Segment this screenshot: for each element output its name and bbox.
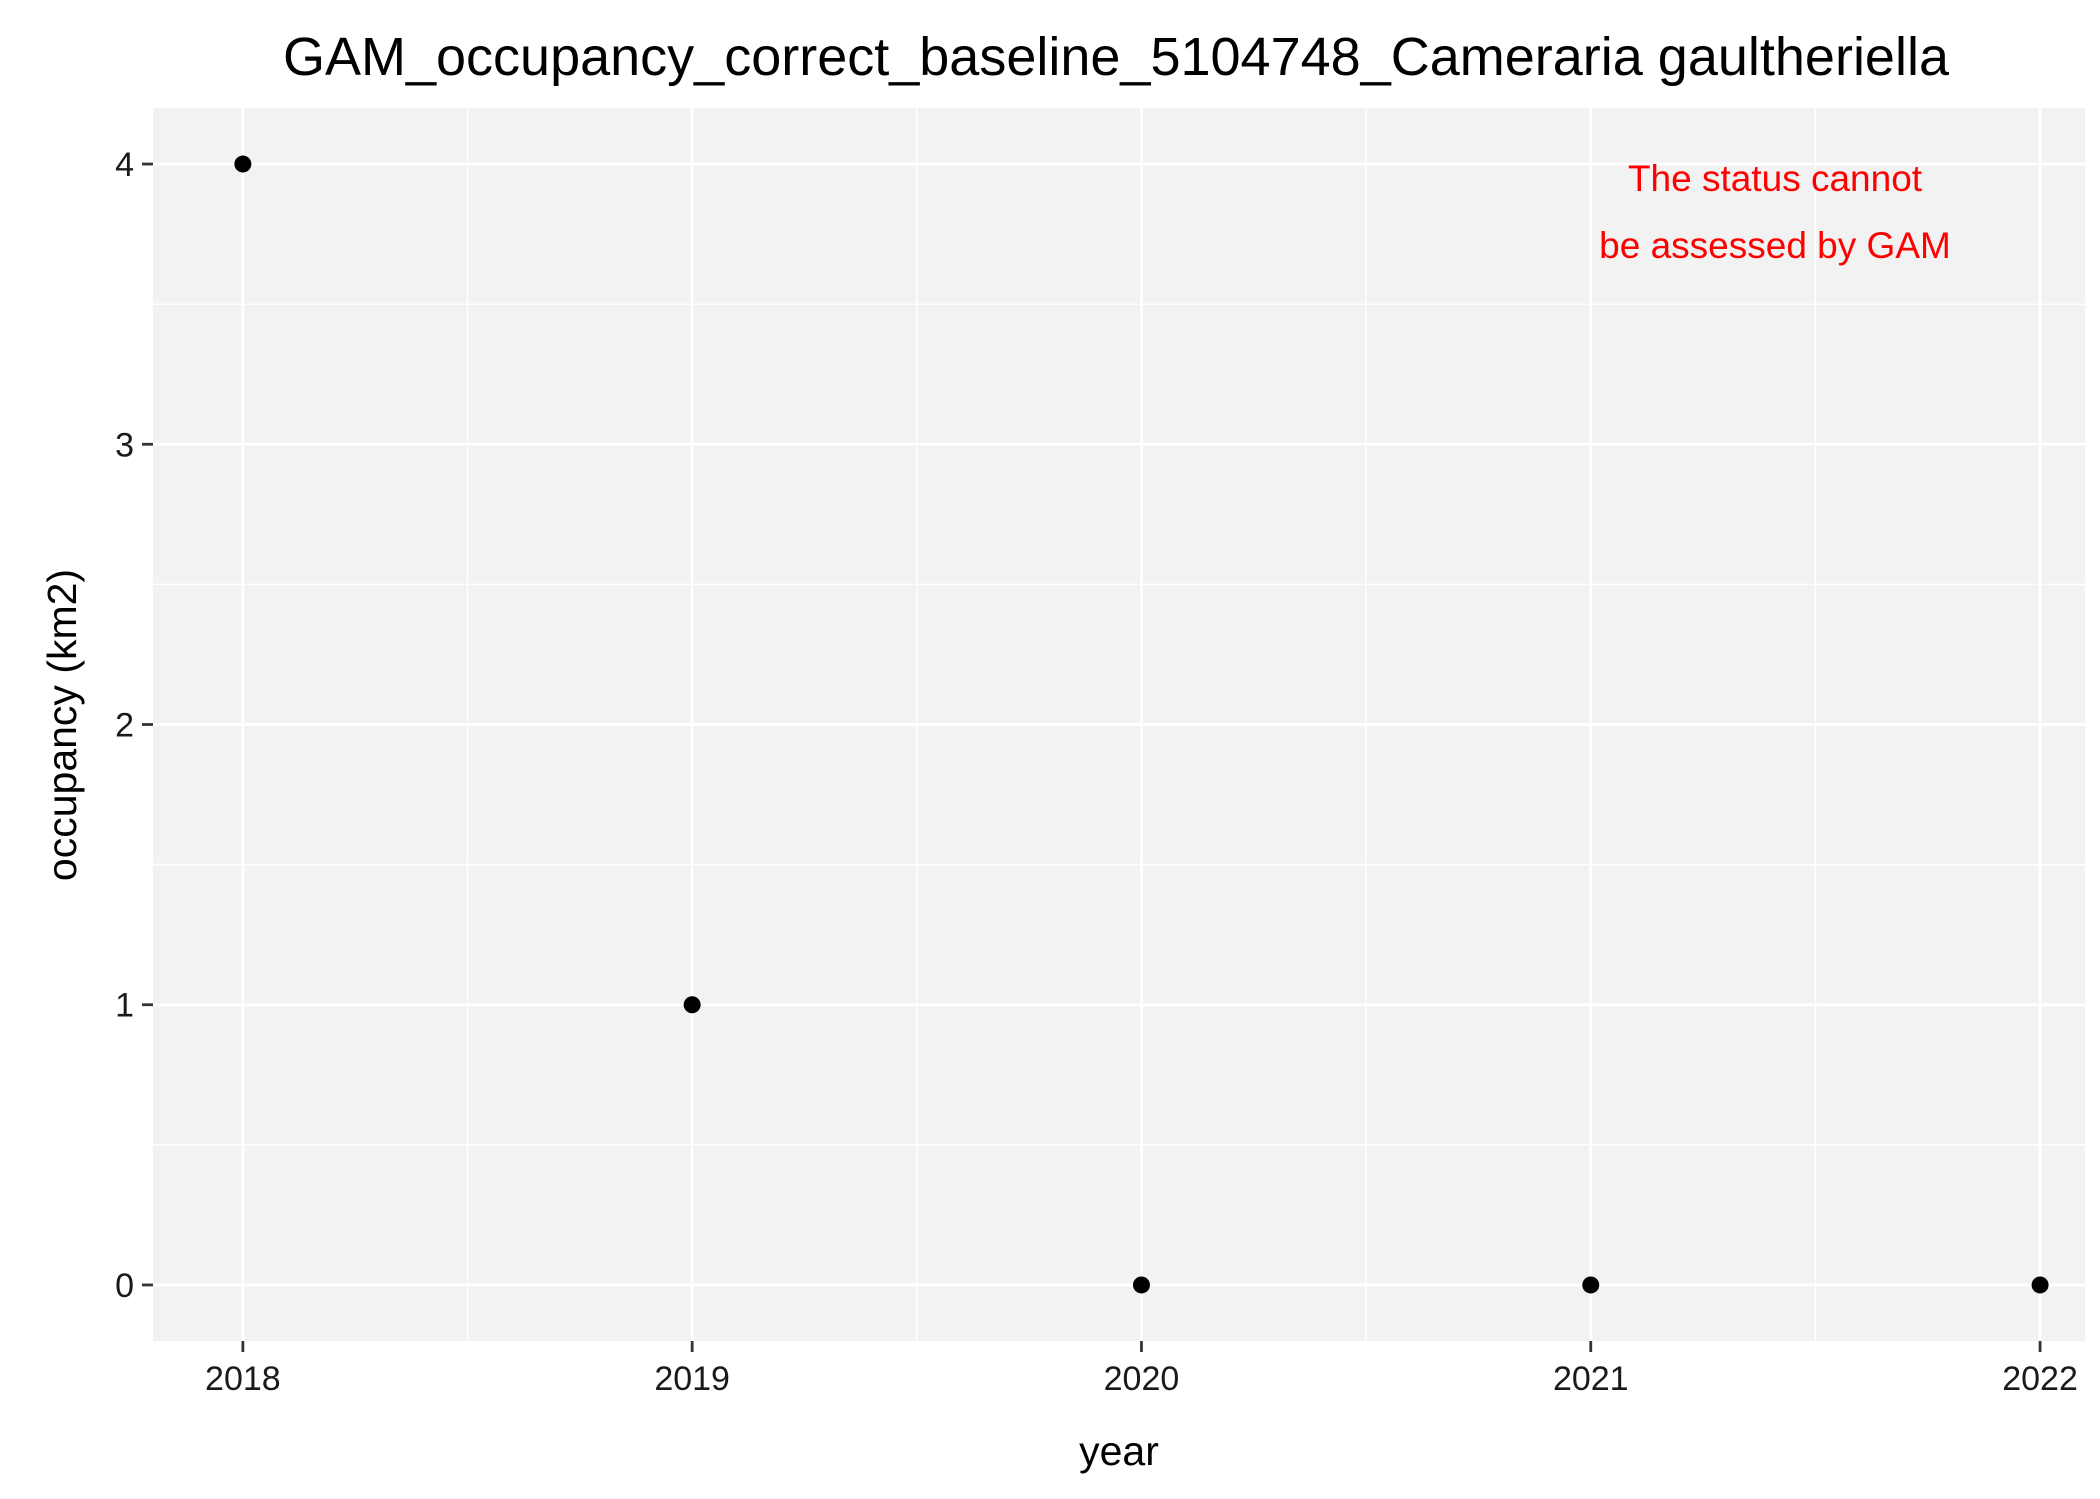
x-tick-label: 2019 [654,1360,730,1398]
x-axis: 2018 2019 2020 2021 2022 [205,1341,2078,1398]
grid-major [153,108,2085,1341]
annotation: The status cannot be assessed by GAM [1599,158,1951,266]
chart-title: GAM_occupancy_correct_baseline_5104748_C… [283,27,1950,87]
y-axis-title: occupancy (km2) [39,569,85,881]
y-tick-label: 4 [115,146,134,184]
x-axis-title: year [1079,1428,1159,1474]
x-tick-label: 2021 [1553,1360,1629,1398]
data-point [2031,1276,2049,1294]
y-tick-label: 0 [115,1267,134,1305]
data-point [1582,1276,1600,1294]
y-tick-label: 1 [115,987,134,1025]
y-tick-label: 3 [115,426,134,464]
annotation-line: be assessed by GAM [1599,225,1951,266]
data-point [683,996,701,1014]
x-tick-label: 2018 [205,1360,281,1398]
data-points [234,155,2049,1294]
x-tick-label: 2022 [2002,1360,2078,1398]
data-point [234,155,252,173]
x-tick-label: 2020 [1104,1360,1180,1398]
y-tick-label: 2 [115,707,134,745]
data-point [1132,1276,1150,1294]
annotation-line: The status cannot [1628,158,1923,199]
y-axis: 0 1 2 3 4 [115,146,153,1305]
